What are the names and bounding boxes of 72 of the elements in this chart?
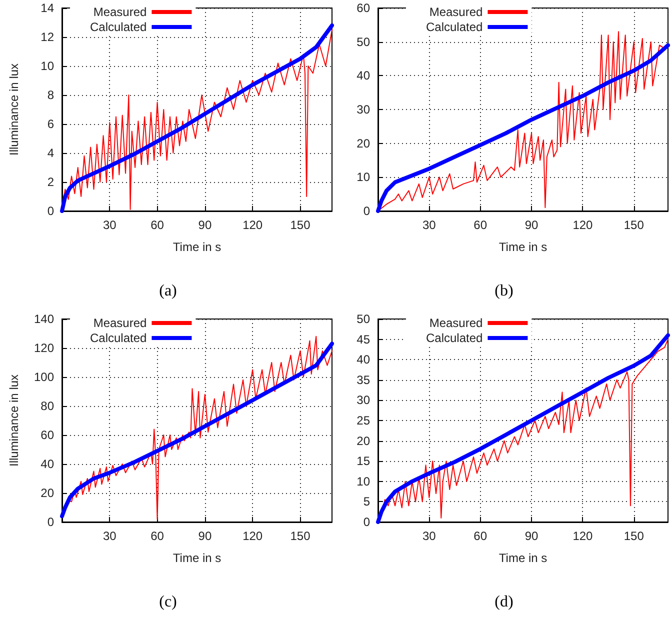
x-tick-label: 150 xyxy=(624,218,644,232)
y-tick-label: 30 xyxy=(356,102,370,116)
text: (d) xyxy=(494,594,514,610)
y-tick-label: 15 xyxy=(356,454,370,468)
y-axis-title: Illuminance in lux xyxy=(7,374,21,467)
y-tick-label: 80 xyxy=(40,399,54,413)
legend-label: Measured xyxy=(93,316,147,330)
y-tick-label: 5 xyxy=(363,494,370,509)
x-tick-label: 90 xyxy=(198,529,212,543)
legend-label: Calculated xyxy=(90,20,147,34)
x-tick-label: 30 xyxy=(102,218,117,232)
y-tick-label: 50 xyxy=(356,312,370,326)
x-tick-label: 30 xyxy=(422,218,436,232)
legend-label: Measured xyxy=(429,5,483,19)
y-tick-label: 10 xyxy=(40,59,54,73)
y-tick-label: 140 xyxy=(34,312,54,326)
y-tick-label: 60 xyxy=(40,428,54,442)
y-tick-label: 0 xyxy=(47,515,54,529)
x-tick-label: 60 xyxy=(474,218,488,232)
x-tick-label: 30 xyxy=(422,529,436,543)
text: (a) xyxy=(159,282,177,300)
y-tick-label: 100 xyxy=(34,370,54,384)
text: (c) xyxy=(159,594,177,610)
y-tick-label: 20 xyxy=(356,136,370,150)
y-tick-label: 2 xyxy=(47,175,54,189)
x-tick-label: 90 xyxy=(524,529,539,543)
y-tick-label: 14 xyxy=(40,1,54,15)
y-tick-label: 120 xyxy=(34,341,54,355)
y-tick-label: 35 xyxy=(356,372,370,387)
legend-label: Calculated xyxy=(426,331,483,345)
y-tick-label: 20 xyxy=(40,486,54,500)
y-tick-label: 20 xyxy=(356,434,370,448)
y-tick-label: 40 xyxy=(356,352,370,367)
y-tick-label: 0 xyxy=(363,515,370,529)
y-axis-title: Illuminance in lux xyxy=(7,63,21,156)
y-tick-label: 45 xyxy=(356,332,370,346)
x-tick-label: 60 xyxy=(474,529,488,543)
x-tick-label: 30 xyxy=(102,529,117,543)
x-tick-label: 150 xyxy=(290,529,311,543)
legend-label: Measured xyxy=(429,316,483,330)
x-axis-title: Time in s xyxy=(498,240,548,254)
x-tick-label: 120 xyxy=(572,218,594,232)
x-tick-label: 90 xyxy=(524,218,539,232)
y-tick-label: 8 xyxy=(47,88,54,102)
x-tick-label: 120 xyxy=(242,218,263,232)
y-tick-label: 0 xyxy=(363,204,370,218)
x-axis-title: Time in s xyxy=(498,551,548,565)
y-tick-label: 6 xyxy=(47,117,54,131)
x-tick-label: 90 xyxy=(198,218,212,232)
y-tick-label: 25 xyxy=(356,414,370,428)
y-tick-label: 10 xyxy=(356,474,370,488)
x-tick-label: 60 xyxy=(150,218,164,232)
x-tick-label: 120 xyxy=(572,529,594,543)
y-tick-label: 30 xyxy=(356,393,370,408)
x-tick-label: 150 xyxy=(624,529,644,543)
x-tick-label: 60 xyxy=(150,529,164,543)
legend-label: Calculated xyxy=(90,331,147,345)
legend-label: Measured xyxy=(93,5,147,19)
y-tick-label: 12 xyxy=(40,30,54,44)
x-axis-title: Time in s xyxy=(172,240,222,254)
y-tick-label: 0 xyxy=(47,204,54,218)
y-tick-label: 40 xyxy=(40,457,54,471)
legend-label: Calculated xyxy=(426,20,483,34)
y-tick-label: 10 xyxy=(356,170,370,184)
text: (b) xyxy=(494,282,514,300)
x-axis-title: Time in s xyxy=(172,551,222,565)
x-tick-label: 120 xyxy=(242,529,263,543)
x-tick-label: 150 xyxy=(290,218,311,232)
y-tick-label: 4 xyxy=(47,146,54,160)
y-tick-label: 40 xyxy=(356,68,370,83)
y-tick-label: 60 xyxy=(356,1,370,15)
y-tick-label: 50 xyxy=(356,34,370,49)
